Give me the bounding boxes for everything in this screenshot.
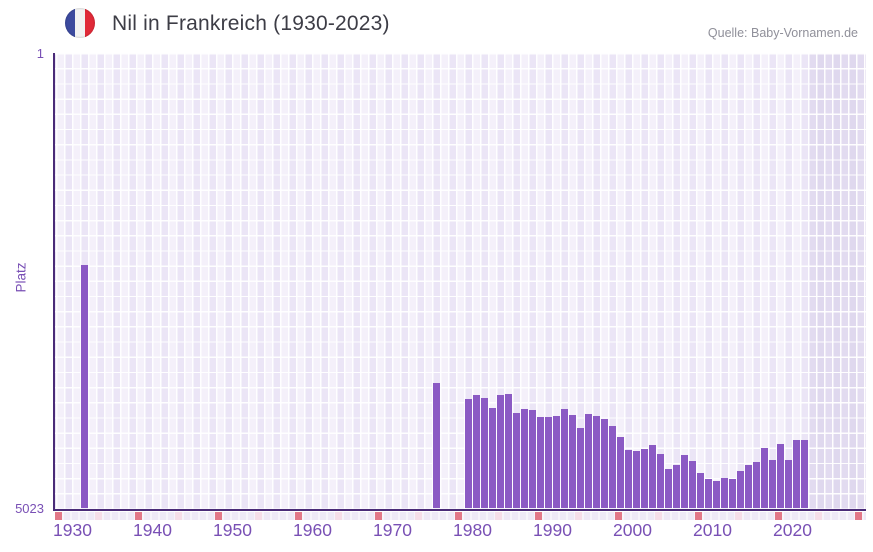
bar-1995[interactable] xyxy=(593,416,600,509)
x-tick-2010: 2010 xyxy=(693,520,732,540)
half-decade-marker-2013 xyxy=(735,511,742,520)
decade-marker-1968 xyxy=(375,511,382,520)
y-tick-bottom: 5023 xyxy=(15,501,44,516)
france-flag-icon xyxy=(65,8,95,38)
half-decade-marker-1953 xyxy=(255,511,262,520)
source-credit: Quelle: Baby-Vornamen.de xyxy=(707,26,858,40)
half-decade-marker-1973 xyxy=(415,511,422,520)
bar-2019[interactable] xyxy=(785,460,792,509)
bar-1994[interactable] xyxy=(585,413,592,509)
bars-layer xyxy=(55,53,867,509)
bar-1983[interactable] xyxy=(497,395,504,509)
bar-1985[interactable] xyxy=(513,412,520,509)
bar-1931[interactable] xyxy=(81,265,88,509)
half-decade-marker-1963 xyxy=(335,511,342,520)
bar-2000[interactable] xyxy=(633,451,640,509)
bar-1984[interactable] xyxy=(505,393,512,509)
bar-1997[interactable] xyxy=(609,426,616,509)
half-decade-marker-2003 xyxy=(655,511,662,520)
bar-2015[interactable] xyxy=(753,462,760,509)
chart-title: Nil in Frankreich (1930-2023) xyxy=(112,12,390,35)
decade-marker-1978 xyxy=(455,511,462,520)
bar-1980[interactable] xyxy=(473,394,480,509)
decade-marker-1928 xyxy=(55,511,62,520)
bar-2003[interactable] xyxy=(657,454,664,509)
x-tick-1970: 1970 xyxy=(373,520,412,540)
x-tick-1940: 1940 xyxy=(133,520,172,540)
decade-marker-2008 xyxy=(695,511,702,520)
bar-1993[interactable] xyxy=(577,428,584,509)
decade-marker-1948 xyxy=(215,511,222,520)
decade-marker-1988 xyxy=(535,511,542,520)
decade-marker-1938 xyxy=(135,511,142,520)
decade-marker-2028 xyxy=(855,511,862,520)
bar-2013[interactable] xyxy=(737,471,744,509)
bar-1975[interactable] xyxy=(433,382,440,509)
x-tick-2000: 2000 xyxy=(613,520,652,540)
half-decade-marker-1933 xyxy=(95,511,102,520)
bar-2020[interactable] xyxy=(793,439,800,509)
decade-marker-1958 xyxy=(295,511,302,520)
bar-2006[interactable] xyxy=(681,454,688,509)
bar-1987[interactable] xyxy=(529,410,536,509)
bar-1990[interactable] xyxy=(553,416,560,509)
bar-2001[interactable] xyxy=(641,448,648,509)
bar-2011[interactable] xyxy=(721,478,728,509)
x-axis-line xyxy=(53,508,866,511)
bar-1992[interactable] xyxy=(569,414,576,509)
bar-2014[interactable] xyxy=(745,464,752,509)
decade-marker-2018 xyxy=(775,511,782,520)
x-tick-1950: 1950 xyxy=(213,520,252,540)
y-tick-top: 1 xyxy=(36,46,44,61)
bar-2010[interactable] xyxy=(713,480,720,509)
half-decade-marker-1943 xyxy=(175,511,182,520)
bar-2004[interactable] xyxy=(665,468,672,509)
bar-2002[interactable] xyxy=(649,444,656,509)
bar-1979[interactable] xyxy=(465,399,472,509)
bar-2016[interactable] xyxy=(761,448,768,509)
bar-1982[interactable] xyxy=(489,408,496,509)
x-axis-ticks: 1930 1940 1950 1960 1970 1980 1990 2000 2010 2020 xyxy=(0,520,873,542)
x-tick-2020: 2020 xyxy=(773,520,812,540)
half-decade-marker-2023 xyxy=(815,511,822,520)
bar-2009[interactable] xyxy=(705,479,712,509)
bar-1996[interactable] xyxy=(601,418,608,509)
x-tick-1990: 1990 xyxy=(533,520,572,540)
half-decade-marker-1993 xyxy=(575,511,582,520)
plot-area xyxy=(54,53,867,509)
bar-2008[interactable] xyxy=(697,473,704,509)
bar-1999[interactable] xyxy=(625,450,632,509)
bar-1981[interactable] xyxy=(481,398,488,509)
year-marker-strip xyxy=(54,511,866,520)
bar-2018[interactable] xyxy=(777,443,784,509)
x-tick-1960: 1960 xyxy=(293,520,332,540)
x-tick-1930: 1930 xyxy=(53,520,92,540)
y-axis-title: Platz xyxy=(13,262,29,293)
bar-2017[interactable] xyxy=(769,459,776,509)
bar-2005[interactable] xyxy=(673,464,680,509)
grid-lines xyxy=(54,53,866,509)
bar-1988[interactable] xyxy=(537,416,544,509)
bar-2012[interactable] xyxy=(729,479,736,509)
bar-1986[interactable] xyxy=(521,408,528,509)
y-axis-line xyxy=(53,53,55,510)
half-decade-marker-1983 xyxy=(495,511,502,520)
bar-1989[interactable] xyxy=(545,416,552,509)
bar-1998[interactable] xyxy=(617,436,624,509)
decade-marker-1998 xyxy=(615,511,622,520)
bar-2007[interactable] xyxy=(689,461,696,509)
x-tick-1980: 1980 xyxy=(453,520,492,540)
bar-1991[interactable] xyxy=(561,408,568,509)
bar-2021[interactable] xyxy=(801,439,808,509)
